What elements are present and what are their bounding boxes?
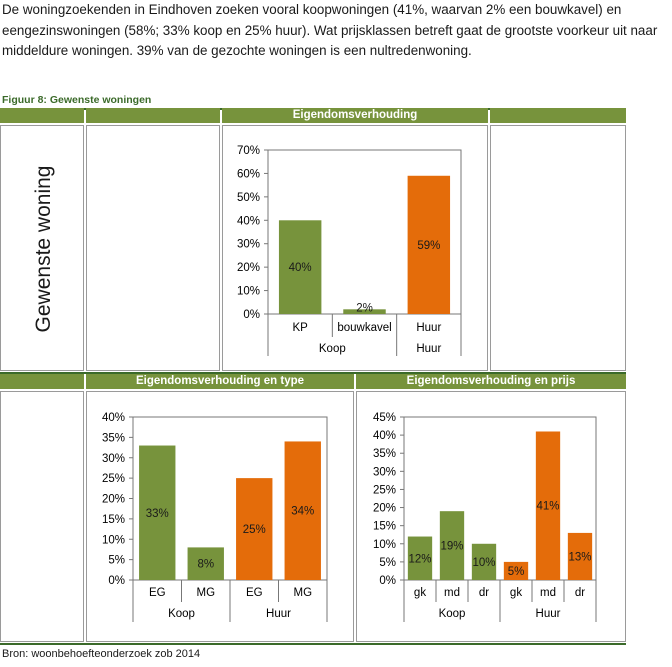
chart3-header: Eigendomsverhouding en prijs [356,374,626,389]
chart3-ytick-label: 35% [373,448,396,460]
chart1-bar [343,309,386,314]
chart3-ytick-label: 25% [373,484,396,496]
chart2-category-label: MG [293,587,312,599]
chart3-category-label: md [540,587,556,599]
chart3-bar [407,536,433,580]
chart2-ytick-label: 10% [102,534,125,546]
chart2-group-label: Koop [168,608,195,620]
chart3-ytick-label: 40% [373,430,396,442]
source-note: Bron: woonbehoefteonderzoek zob 2014 [2,648,201,660]
chart3-group-label: Koop [439,608,466,620]
chart2-bar [284,441,321,580]
chart1-ytick-label: 60% [237,168,260,180]
chart3-ytick-label: 10% [373,539,396,551]
chart2-ytick-label: 35% [102,432,125,444]
chart3-bar [471,543,497,580]
chart2-ytick-label: 40% [102,412,125,424]
chart3-group-label: Huur [536,608,561,620]
chart2-ytick-label: 5% [108,555,125,567]
chart3-ytick-label: 45% [373,412,396,424]
row1-header-blank-3 [490,108,626,123]
chart2-ytick-label: 25% [102,473,125,485]
chart3-data-label: 12% [408,553,431,565]
chart3-bar [503,561,529,580]
chart1-header: Eigendomsverhouding [222,108,488,123]
empty-cell-2 [490,125,626,371]
chart3-data-label: 19% [440,541,463,553]
chart3-category-label: md [444,587,460,599]
chart2-category-label: EG [246,587,263,599]
chart1-bar [407,175,451,314]
chart3-ytick-label: 20% [373,503,396,515]
chart3-ytick-label: 15% [373,521,396,533]
chart1-group-label: Koop [319,343,346,355]
figure-rule-middle [0,372,626,374]
chart2-ytick-label: 30% [102,453,125,465]
chart3-category-label: gk [414,587,426,599]
chart3-bar [567,532,593,580]
figure-title: Figuur 8: Gewenste woningen [2,94,152,106]
chart1-ytick-label: 10% [237,286,260,298]
row2-header-blank-1 [0,374,84,389]
chart2-ytick-label: 20% [102,494,125,506]
chart3-category-label: gk [510,587,522,599]
chart3-ytick-label: 5% [379,557,396,569]
chart3-data-label: 5% [508,566,525,578]
chart1-group-label: Huur [416,343,441,355]
figure-rule-bottom [0,643,626,645]
chart1-ytick-label: 20% [237,262,260,274]
chart3-bar [439,511,465,580]
chart1-data-label: 40% [289,262,312,274]
chart3-plot-frame [403,416,597,581]
chart2-ytick-label: 0% [108,575,125,587]
chart2-category-label: EG [149,587,166,599]
chart2-ytick-label: 15% [102,514,125,526]
chart3-cell [356,391,626,642]
chart1-ytick-label: 40% [237,215,260,227]
chart2-header: Eigendomsverhouding en type [86,374,354,389]
chart2-bar [139,445,176,580]
chart1-ytick-label: 0% [243,309,260,321]
chart2-data-label: 33% [146,508,169,520]
chart1-category-label: Huur [416,322,441,334]
chart1-ytick-label: 50% [237,192,260,204]
chart2-data-label: 8% [197,559,214,571]
chart3-data-label: 13% [568,551,591,563]
row1-header-blank-2 [86,108,220,123]
chart3-ytick-label: 30% [373,466,396,478]
row1-header-blank-1 [0,108,84,123]
chart2-data-label: 34% [291,506,314,518]
chart3-category-label: dr [575,587,585,599]
chart1-ytick-label: 30% [237,239,260,251]
chart2-bar [236,478,273,580]
chart1-data-label: 2% [356,302,373,314]
chart3-data-label: 10% [472,557,495,569]
row-label-cell [0,125,84,371]
chart3-ytick-label: 0% [379,575,396,587]
chart1-data-label: 59% [417,240,440,252]
chart1-category-label: KP [292,322,308,334]
empty-cell-3 [0,391,84,642]
chart3-data-label: 41% [536,501,559,513]
chart2-bar [187,547,224,580]
chart1-category-label: bouwkavel [337,322,391,334]
chart2-group-label: Huur [266,608,291,620]
chart1-ytick-label: 70% [237,145,260,157]
chart3-bar [535,431,561,580]
chart2-category-label: MG [196,587,215,599]
chart2-data-label: 25% [243,524,266,536]
chart1-bar [278,220,322,314]
intro-paragraph: De woningzoekenden in Eindhoven zoeken v… [2,2,658,58]
empty-cell-1 [86,125,220,371]
chart3-category-label: dr [479,587,489,599]
